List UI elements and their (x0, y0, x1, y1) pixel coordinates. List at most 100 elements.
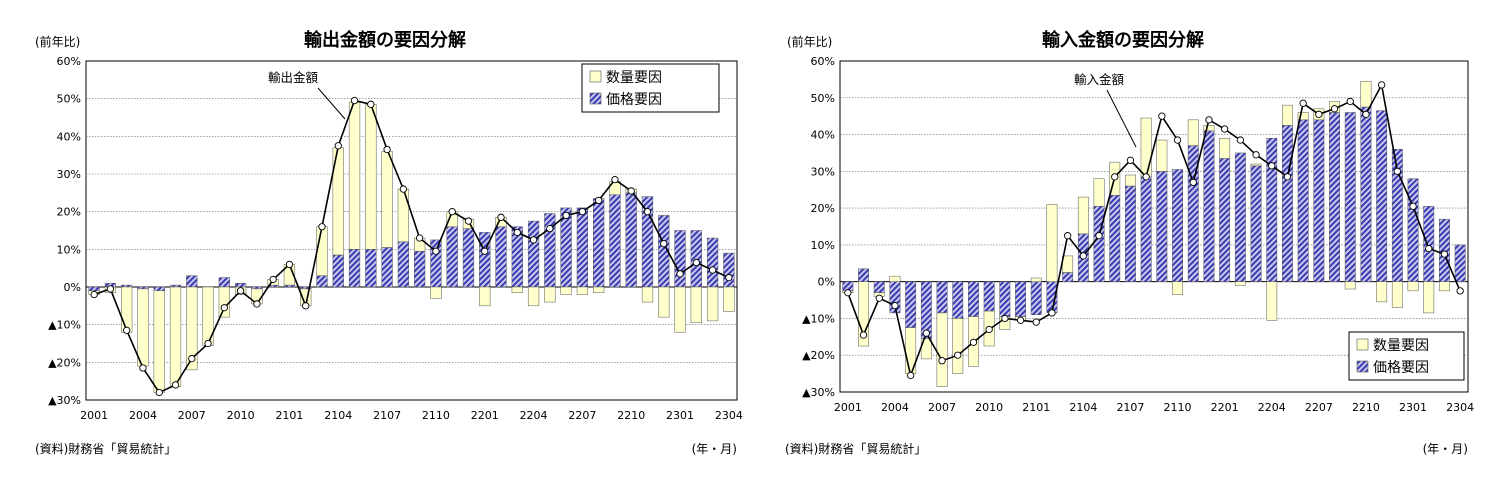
total-marker (399, 185, 408, 193)
total-marker (1189, 178, 1197, 187)
price-factor-bar (1454, 244, 1466, 282)
quantity-factor-bar (690, 286, 702, 324)
x-tick-label: 2210 (617, 409, 645, 422)
quantity-factor-bar (641, 286, 654, 303)
y-tick-label: ▲20% (802, 349, 835, 362)
price-factor-bar (1125, 185, 1136, 282)
total-marker (692, 258, 700, 267)
x-tick-label: 2101 (1022, 401, 1050, 414)
total-annotation-label: 輸入金額 (1074, 72, 1125, 87)
price-factor-bar (88, 286, 100, 292)
price-factor-bar (576, 207, 589, 288)
quantity-factor-bar (544, 286, 556, 303)
total-marker (1111, 173, 1119, 181)
total-marker (220, 304, 228, 312)
total-marker (253, 300, 261, 308)
quantity-factor-bar (218, 286, 230, 318)
x-tick-label: 2001 (834, 401, 862, 414)
total-marker (660, 240, 668, 248)
price-factor-bar (1266, 137, 1278, 282)
total-marker (891, 301, 899, 310)
total-marker (269, 275, 277, 284)
total-marker (123, 326, 131, 334)
y-tick-label: 60% (811, 55, 835, 68)
quantity-factor-bar (1030, 277, 1042, 282)
total-marker (1425, 244, 1433, 253)
price-factor-bar (251, 286, 263, 290)
price-factor-bar (1329, 112, 1340, 282)
price-factor-bar (706, 237, 719, 288)
total-marker (1409, 202, 1417, 210)
total-marker (415, 234, 424, 242)
price-factor-bar (952, 281, 964, 319)
price-factor-bar (1015, 281, 1026, 317)
quantity-factor-bar (511, 286, 523, 293)
quantity-factor-bar (1046, 204, 1058, 282)
quantity-factor-bar (1407, 281, 1419, 292)
price-factor-bar (1297, 119, 1309, 282)
price-factor-bar (1360, 106, 1372, 282)
total-marker (578, 208, 587, 216)
y-tick-label: 40% (811, 129, 835, 142)
quantity-factor-bar (674, 286, 686, 333)
quantity-factor-bar (1156, 139, 1168, 172)
quantity-factor-bar (527, 286, 540, 307)
total-marker (1362, 110, 1370, 118)
quantity-factor-bar (1423, 281, 1435, 314)
total-marker (611, 175, 619, 184)
total-marker (985, 325, 993, 334)
total-marker (708, 266, 717, 274)
x-tick-label: 2104 (324, 409, 352, 422)
quantity-factor-bar (1234, 281, 1246, 286)
total-marker (188, 354, 196, 363)
y-tick-label: 30% (57, 168, 81, 181)
quantity-factor-bar (1140, 117, 1152, 178)
total-marker (1236, 136, 1244, 144)
price-factor-bar (153, 286, 165, 292)
total-marker (529, 236, 538, 244)
total-marker (1440, 250, 1449, 258)
quantity-factor-bar (1203, 125, 1215, 132)
price-factor-bar (1439, 218, 1450, 282)
x-tick-label: 2207 (568, 409, 596, 422)
total-marker (1346, 97, 1354, 106)
total-marker (464, 217, 473, 225)
x-tick-label: 2204 (1258, 401, 1286, 414)
total-marker (1330, 105, 1339, 113)
y-tick-label: 10% (811, 239, 835, 252)
total-marker (1252, 151, 1260, 159)
legend-box (581, 63, 720, 113)
total-marker (139, 364, 147, 372)
quantity-factor-bar (560, 286, 572, 295)
y-tick-label: 50% (57, 93, 81, 106)
total-marker (90, 290, 98, 299)
total-marker (1001, 314, 1009, 323)
total-marker (367, 100, 375, 108)
total-marker (1142, 173, 1150, 181)
export-chart: 輸出金額の要因分解 (前年比) 60% 50% 40% 30% 20% 10% 0% ▲10% ▲2… (35, 29, 743, 456)
price-factor-bar (495, 226, 507, 288)
total-marker (676, 270, 684, 278)
total-marker (627, 187, 635, 195)
y-tick-label: 10% (57, 243, 81, 256)
total-line (93, 99, 730, 394)
import-chart: 輸入金額の要因分解 (前年比) 60% 50% 40% 30% 20% 10% 0% ▲10% ▲2… (785, 29, 1474, 456)
total-marker (1220, 125, 1229, 133)
quantity-factor-bar (365, 104, 377, 250)
quantity-factor-bar (381, 151, 393, 248)
x-tick-label: 2207 (1305, 401, 1333, 414)
price-factor-bar (1344, 112, 1356, 282)
price-factor-bar (121, 284, 133, 288)
quantity-factor-bar (1077, 196, 1089, 235)
x-tick-label: 2007 (928, 401, 956, 414)
quantity-factor-bar (1376, 281, 1388, 303)
source-note: (資料)財務省「貿易統計」 (35, 441, 176, 456)
total-marker (204, 339, 212, 348)
quantity-factor-bar (1219, 137, 1231, 159)
y-tick-label: 0% (818, 276, 835, 289)
x-tick-label: 2007 (178, 409, 206, 422)
price-factor-bar (1140, 176, 1152, 282)
total-marker (844, 289, 852, 297)
quantity-factor-bar (723, 286, 735, 312)
y-tick-label: ▲30% (48, 394, 81, 407)
